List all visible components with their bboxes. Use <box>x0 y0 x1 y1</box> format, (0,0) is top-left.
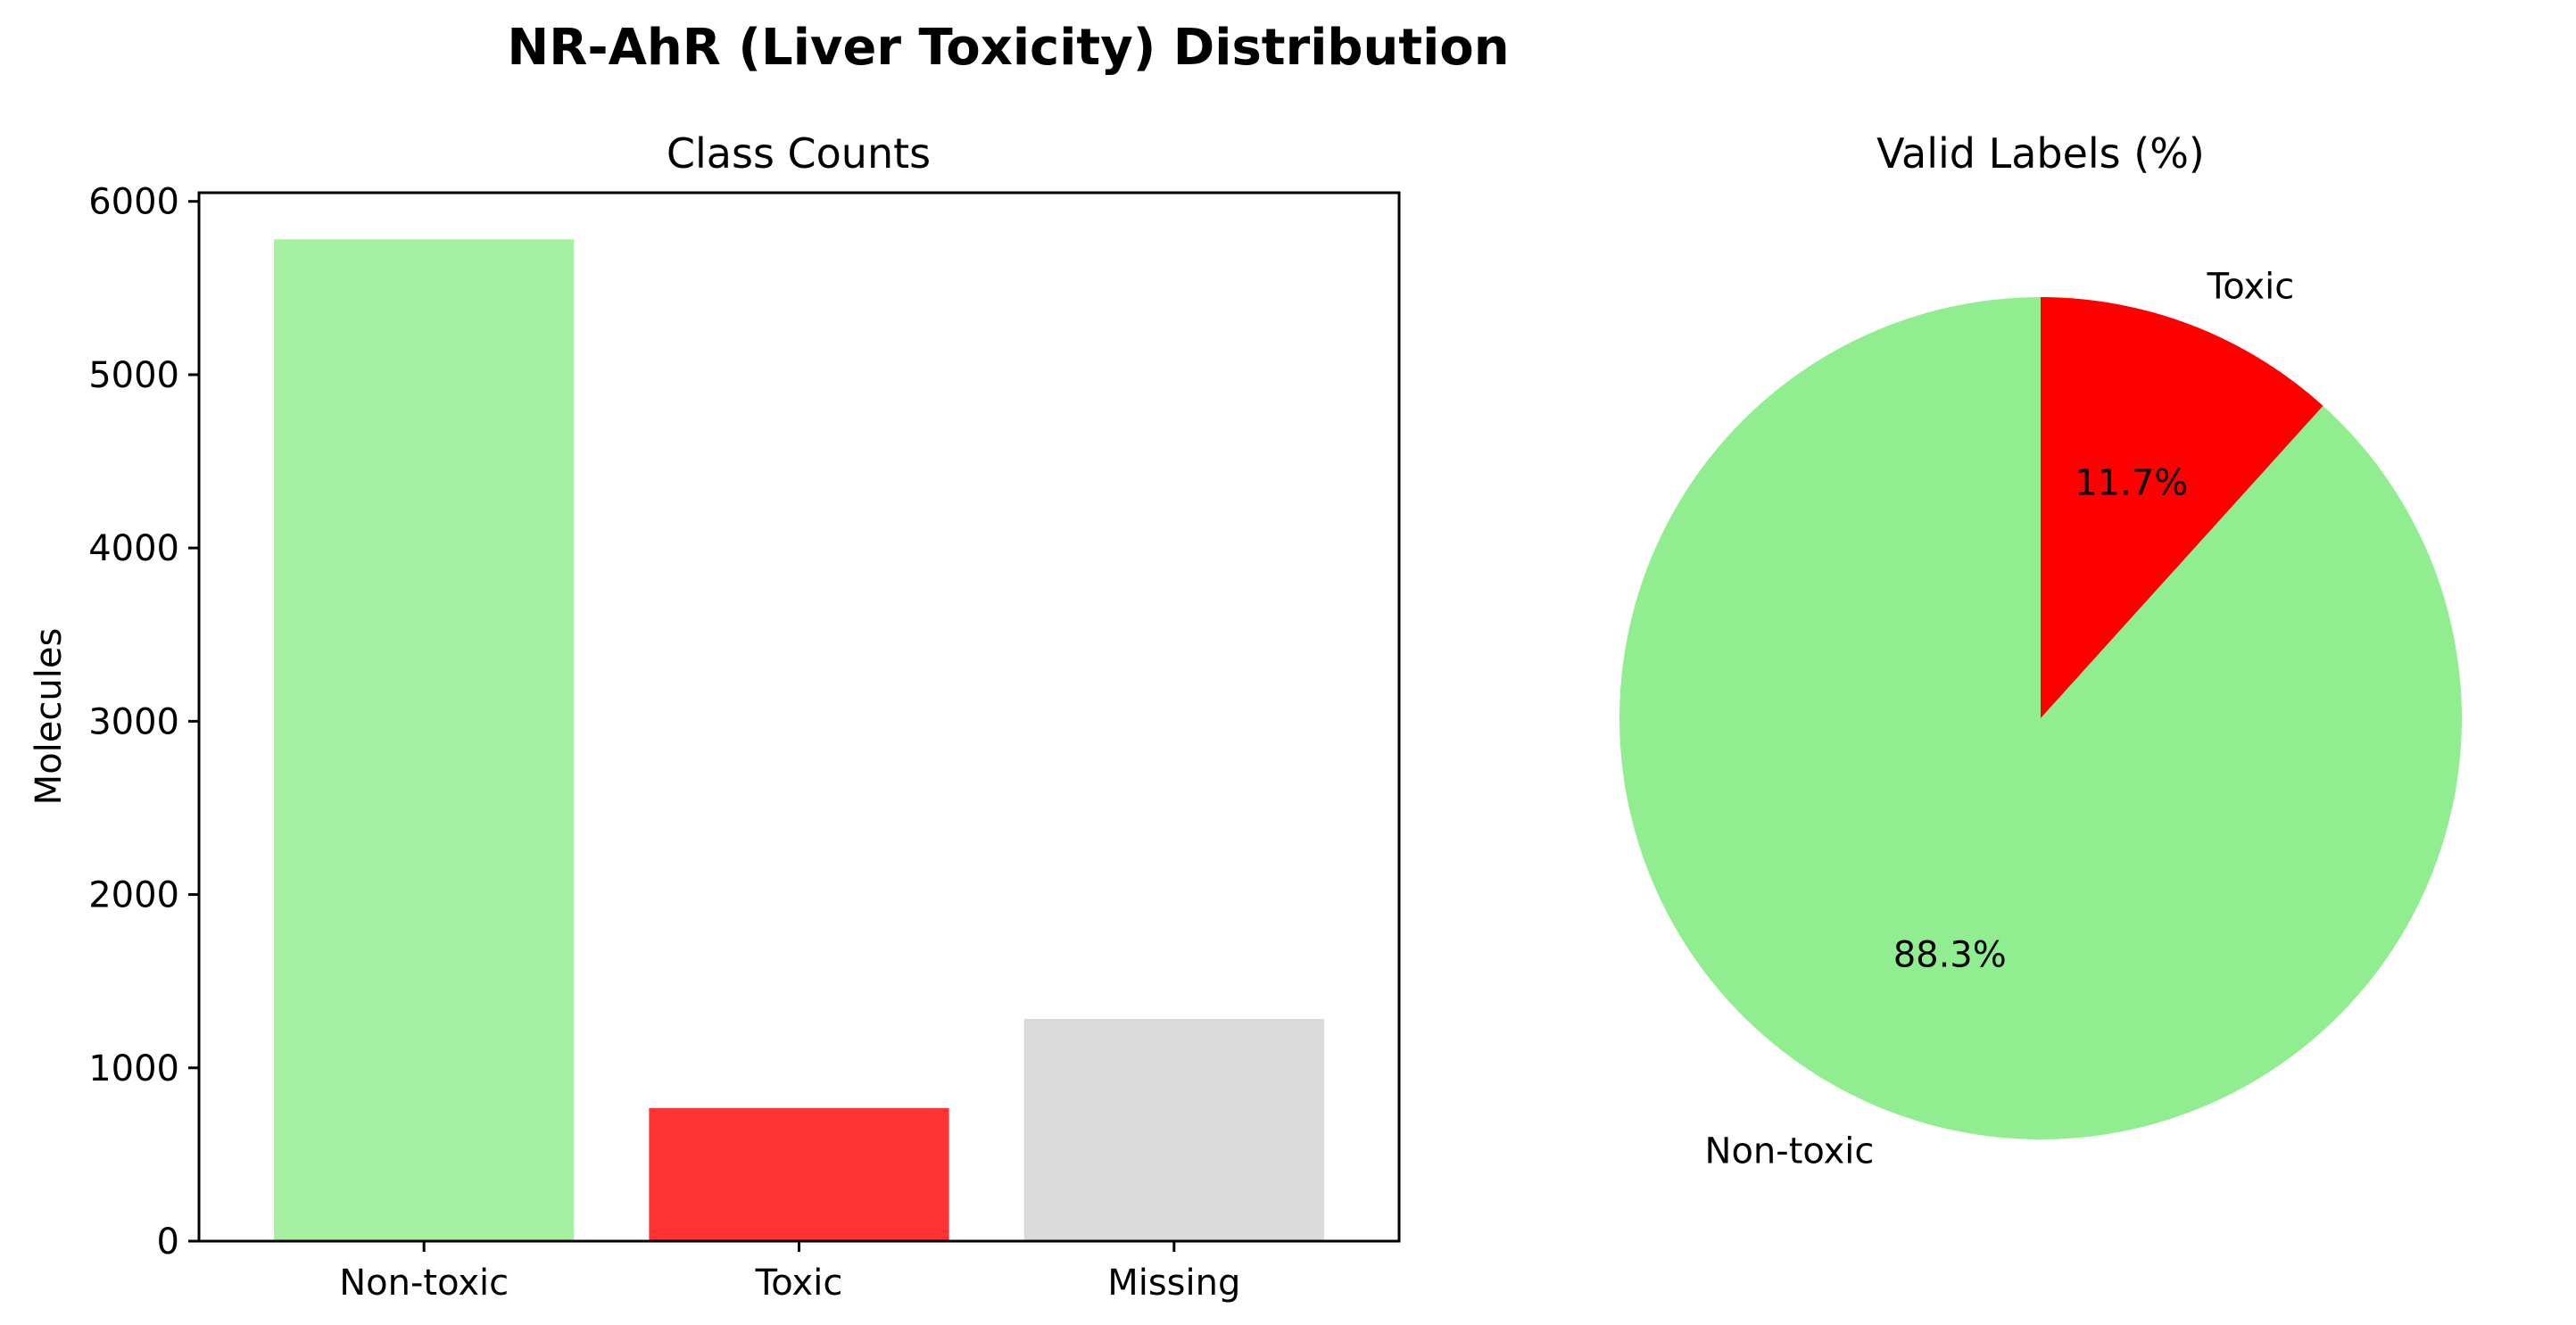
x-axis-ticks: Non-toxic Toxic Missing <box>339 1241 1240 1304</box>
pie-chart-title: Valid Labels (%) <box>1876 129 2205 178</box>
y-tick-label: 6000 <box>88 182 179 223</box>
pie-slice-non-toxic <box>1619 297 2462 1139</box>
x-tick-label-non-toxic: Non-toxic <box>339 1263 509 1304</box>
bar-missing <box>1023 1019 1324 1241</box>
y-tick-label: 4000 <box>88 528 179 569</box>
bar-toxic <box>649 1107 949 1241</box>
bar-marks <box>274 239 1324 1242</box>
pie-chart: Valid Labels (%) Toxic 11.7% Non-toxic 88.3… <box>1619 129 2462 1172</box>
y-tick-label: 2000 <box>88 875 179 916</box>
plot-frame <box>197 191 1401 1243</box>
pie-pct-toxic: 11.7% <box>2075 463 2188 504</box>
pie-pct-non-toxic: 88.3% <box>1893 934 2007 975</box>
y-tick-label: 5000 <box>88 355 179 396</box>
pie-label-toxic: Toxic <box>2207 266 2295 307</box>
y-axis-ticks: 0 1000 2000 3000 4000 5000 6000 <box>88 182 199 1263</box>
bar-non-toxic <box>274 239 575 1242</box>
y-tick-label: 0 <box>157 1221 179 1263</box>
pie-marks: Toxic 11.7% Non-toxic 88.3% <box>1619 266 2462 1172</box>
x-tick-label-missing: Missing <box>1107 1263 1240 1304</box>
figure-title: NR-AhR (Liver Toxicity) Distribution <box>507 19 1509 77</box>
x-tick-label-toxic: Toxic <box>755 1263 843 1304</box>
y-tick-label: 3000 <box>88 701 179 742</box>
y-axis-label: Molecules <box>29 628 70 806</box>
pie-label-non-toxic: Non-toxic <box>1705 1131 1875 1172</box>
bar-chart-title: Class Counts <box>667 129 931 178</box>
y-tick-label: 1000 <box>88 1048 179 1089</box>
pie-slice-toxic <box>2041 297 2323 718</box>
bar-chart: Class Counts 0 1000 2000 3000 4000 5000 6000 N… <box>29 129 1401 1304</box>
